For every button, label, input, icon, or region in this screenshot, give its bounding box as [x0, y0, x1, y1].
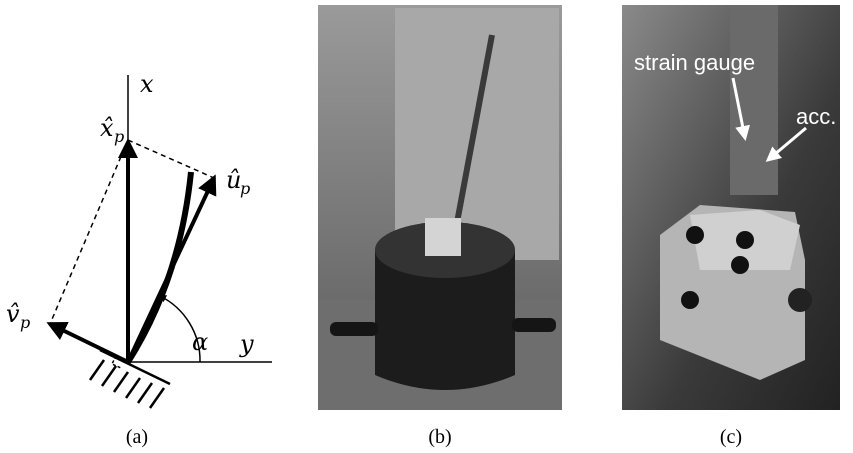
caption: (c): [720, 426, 742, 448]
angle-label: α: [192, 328, 208, 356]
caption: (b): [428, 426, 451, 448]
beam: [128, 172, 191, 362]
acc-label: acc.: [796, 104, 836, 129]
x-axis-label: x: [140, 70, 154, 98]
strain-gauge-label: strain gauge: [634, 50, 755, 75]
subscript: p: [114, 127, 124, 146]
caption: (a): [126, 426, 148, 448]
dashed-line: [50, 140, 128, 324]
v-hat-label: v̂: [6, 300, 20, 328]
figure: x y α x̂ p û p v̂ p strain gauge acc. (a…: [0, 0, 853, 453]
photo-b: [318, 5, 562, 410]
x-hat-label: x̂: [100, 114, 114, 142]
subscript: p: [20, 313, 30, 332]
diagram-a: [50, 75, 272, 408]
y-axis-label: y: [239, 330, 254, 358]
subscript: p: [240, 179, 250, 198]
dashed-line: [128, 140, 214, 178]
